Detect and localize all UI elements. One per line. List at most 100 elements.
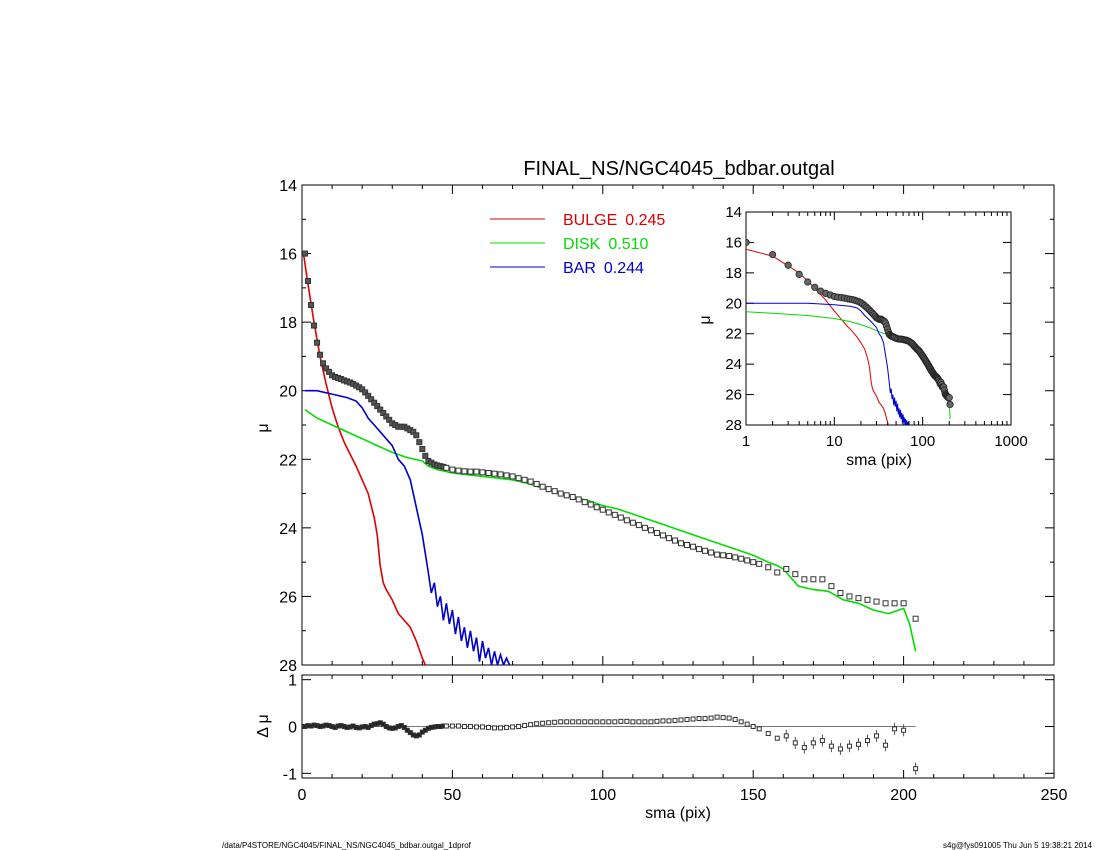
observed-point [575, 496, 582, 503]
x-tick-label: 100 [589, 787, 616, 804]
residual-point [492, 725, 498, 731]
main-y-tick-label: 20 [279, 384, 297, 401]
main-x-axis-label: sma (pix) [645, 805, 711, 822]
x-tick-label: 150 [740, 787, 767, 804]
inset-y-tick-label: 22 [725, 326, 742, 343]
legend-label-bar: BAR 0.244 [563, 260, 644, 277]
residual-point [774, 735, 780, 741]
residual-point [865, 738, 871, 744]
legend-label-disk: DISK 0.510 [563, 236, 648, 253]
residual-point [582, 719, 588, 725]
observed-point [419, 446, 426, 452]
observed-point [708, 549, 715, 556]
observed-point [738, 555, 745, 562]
observed-point [617, 514, 624, 521]
residual-point [570, 719, 576, 725]
residual-point [528, 722, 534, 728]
observed-point [551, 488, 558, 495]
observed-point [684, 542, 691, 548]
bulge-line [302, 253, 427, 665]
observed-point [359, 386, 366, 393]
observed-point [653, 530, 660, 536]
inset-y-tick-label: 24 [725, 356, 742, 373]
main-y-tick-label: 14 [279, 178, 297, 195]
residual-point [837, 746, 843, 752]
main-series-group [302, 250, 919, 665]
observed-point [311, 322, 318, 329]
bar-line [305, 389, 511, 665]
observed-point [846, 593, 853, 600]
inset-observed-point [811, 283, 819, 291]
residual-point [810, 740, 816, 746]
res-y-tick-label: 0 [288, 720, 297, 737]
observed-point [647, 527, 654, 534]
residual-point [540, 720, 546, 726]
observed-point [491, 470, 498, 477]
residual-point [449, 723, 455, 729]
residual-point [783, 733, 789, 739]
residual-point [765, 731, 771, 737]
residual-point [654, 718, 660, 724]
observed-point [659, 532, 666, 539]
inset-bar-line [746, 302, 909, 425]
observed-point [581, 499, 588, 506]
residual-point [534, 721, 540, 727]
residual-point [855, 741, 861, 747]
residual-point [913, 766, 919, 772]
residual-point [883, 742, 889, 748]
observed-point [479, 469, 486, 476]
legend-label-bulge: BULGE 0.245 [563, 212, 665, 229]
inset-observed-point [795, 270, 803, 278]
observed-point [371, 399, 378, 406]
residual-point [516, 724, 522, 729]
observed-point [744, 557, 751, 564]
observed-point [503, 472, 510, 479]
observed-point [732, 554, 739, 561]
inset-observed-point [804, 278, 812, 286]
observed-point [720, 552, 727, 559]
observed-point [485, 470, 492, 476]
observed-point [362, 389, 369, 396]
inset-x-axis-label: sma (pix) [846, 452, 912, 469]
main-y-tick-label: 28 [279, 658, 297, 675]
residual-point [792, 740, 798, 746]
residual-point [696, 716, 702, 722]
observed-point [455, 467, 462, 474]
observed-point [678, 540, 685, 547]
observed-point [756, 560, 763, 567]
observed-point [690, 543, 697, 550]
residual-point [510, 724, 516, 730]
residual-point [666, 718, 672, 724]
observed-point [912, 615, 919, 622]
observed-point [605, 509, 612, 516]
chart-title: FINAL_NS/NGC4045_bdbar.outgal [523, 158, 834, 180]
observed-point [377, 406, 384, 413]
observed-point [539, 483, 546, 490]
observed-point [383, 413, 390, 420]
inset-x-tick-label: 10 [826, 433, 843, 450]
legend-name: BULGE [563, 212, 617, 229]
observed-point [623, 517, 630, 524]
residual-point [546, 720, 552, 726]
inset-series-group [746, 238, 954, 425]
observed-point [314, 339, 321, 346]
observed-point [467, 468, 474, 475]
residual-point [726, 715, 732, 721]
residual-point [684, 716, 690, 722]
observed-point [792, 571, 799, 578]
residual-point [672, 717, 678, 723]
observed-point [900, 600, 907, 607]
legend-value: 0.245 [625, 212, 665, 229]
inset-y-tick-label: 16 [725, 234, 742, 251]
residual-point [612, 719, 618, 725]
legend-name: DISK [563, 236, 601, 253]
residual-point [744, 721, 750, 727]
observed-point [380, 410, 387, 416]
residual-point [606, 719, 612, 725]
observed-point [819, 576, 826, 583]
residual-point [702, 716, 708, 722]
observed-point [611, 511, 618, 518]
residual-point [461, 724, 467, 729]
